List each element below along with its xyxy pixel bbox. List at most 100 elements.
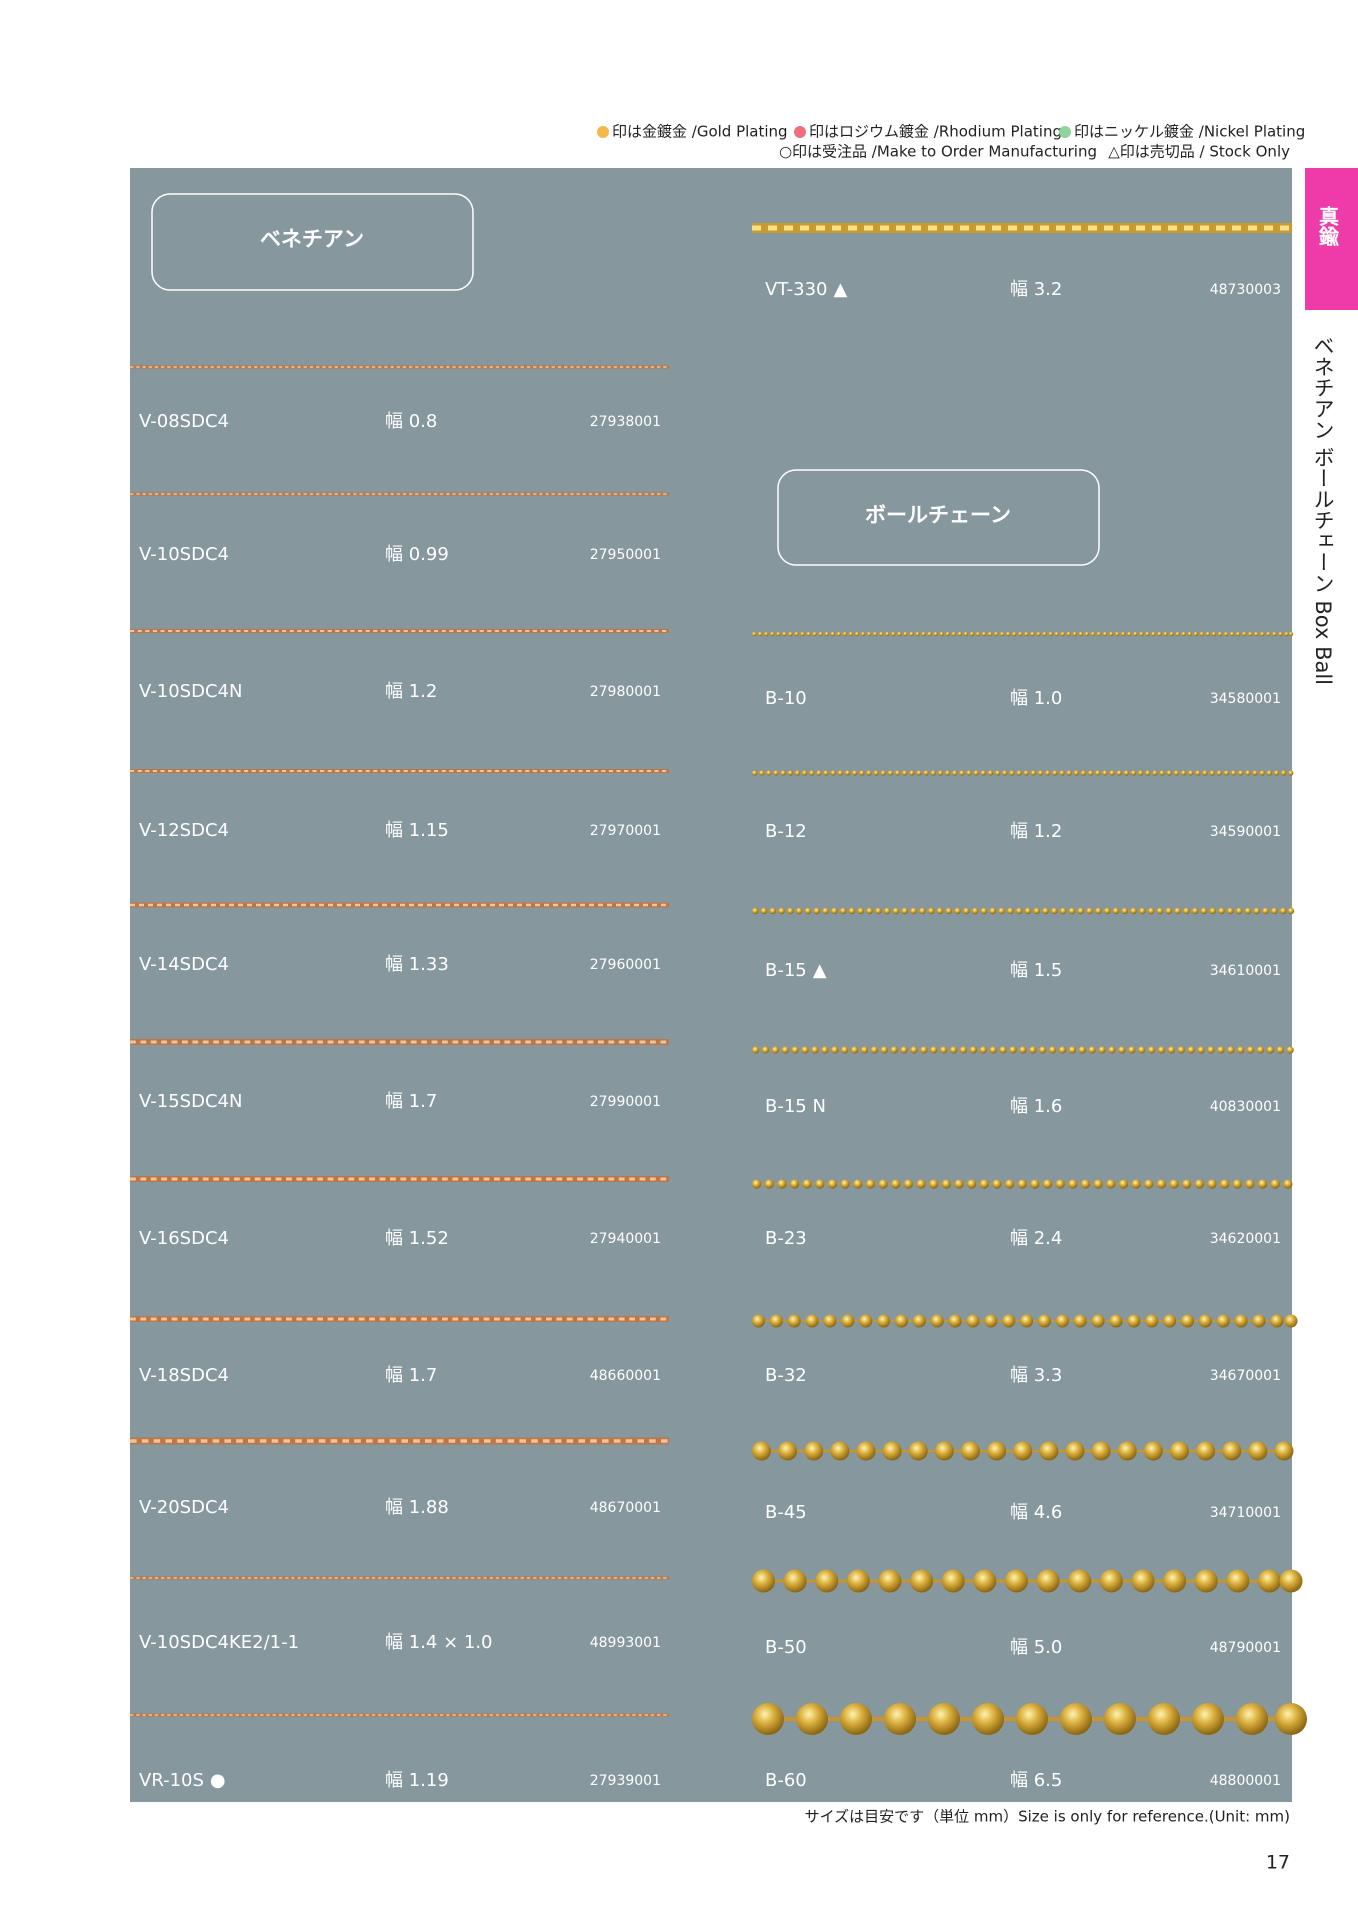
item-width: 幅 1.15 (385, 820, 449, 841)
item-width: 幅 1.33 (385, 954, 449, 975)
chain-image (130, 1316, 669, 1322)
item-code: B-23 (765, 1228, 807, 1249)
item-number: 48800001 (1210, 1773, 1281, 1789)
legend-gold: 印は金鍍金 /Gold Plating (612, 123, 788, 141)
heading-box (151, 193, 474, 291)
chain-image (752, 223, 1292, 233)
item-symbol: ● (210, 1770, 226, 1791)
item-number: 27940001 (590, 1231, 661, 1247)
item-width: 幅 1.0 (1010, 688, 1062, 709)
side-title: ベネチアン ボールチェーン Box Ball (1311, 335, 1335, 685)
item-width: 幅 2.4 (1010, 1228, 1062, 1249)
item-symbol: ▲ (813, 960, 827, 981)
item-code: V-18SDC4 (139, 1365, 229, 1386)
chain-image (130, 492, 669, 496)
item-number: 27970001 (590, 823, 661, 839)
item-code: VT-330 (765, 279, 828, 300)
chain-image (130, 1039, 669, 1045)
item-code: B-60 (765, 1770, 807, 1791)
side-tab (1305, 168, 1358, 310)
chain-image (752, 1179, 1293, 1189)
item-number: 27980001 (590, 684, 661, 700)
nickel-dot (1059, 126, 1071, 138)
legend-nickel: 印はニッケル鍍金 /Nickel Plating (1074, 123, 1305, 141)
item-width: 幅 1.5 (1010, 960, 1062, 981)
chain-image (130, 1576, 669, 1580)
item-width: 幅 0.99 (385, 544, 449, 565)
item-code: B-50 (765, 1637, 807, 1658)
item-code: B-15 (765, 960, 807, 981)
item-width: 幅 5.0 (1010, 1637, 1062, 1658)
chain-image (130, 1437, 669, 1445)
item-code: V-14SDC4 (139, 954, 229, 975)
gold-dot (597, 126, 609, 138)
chain-image (752, 1703, 1307, 1735)
page-number: 17 (1266, 1852, 1290, 1874)
legend-make-to-order: ○印は受注品 /Make to Order Manufacturing (779, 143, 1097, 161)
item-number: 34610001 (1210, 963, 1281, 979)
chain-image (130, 902, 669, 908)
item-width: 幅 1.4 × 1.0 (385, 1632, 493, 1653)
item-width: 幅 3.2 (1010, 279, 1062, 300)
chain-image (752, 631, 1294, 637)
chain-image (130, 769, 669, 773)
item-code: B-45 (765, 1502, 807, 1523)
item-symbol: ▲ (834, 279, 848, 300)
legend-stock-only: △印は売切品 / Stock Only (1108, 143, 1290, 161)
item-number: 40830001 (1210, 1099, 1281, 1115)
chain-image (130, 365, 669, 369)
item-code: V-16SDC4 (139, 1228, 229, 1249)
item-number: 27950001 (590, 547, 661, 563)
item-width: 幅 4.6 (1010, 1502, 1062, 1523)
item-number: 34620001 (1210, 1231, 1281, 1247)
chain-image (752, 1046, 1294, 1054)
item-number: 27960001 (590, 957, 661, 973)
item-number: 34580001 (1210, 691, 1281, 707)
section-heading: ボールチェーン (865, 503, 1011, 527)
item-width: 幅 1.2 (1010, 821, 1062, 842)
footer-note: サイズは目安です（単位 mm）Size is only for referenc… (805, 1808, 1290, 1826)
chain-image (130, 1176, 669, 1182)
item-width: 幅 6.5 (1010, 1770, 1062, 1791)
item-number: 27990001 (590, 1094, 661, 1110)
item-width: 幅 1.7 (385, 1365, 437, 1386)
chain-image (130, 629, 669, 633)
side-tab-label: 真鍮 (1316, 205, 1340, 246)
section-heading: ベネチアン (260, 227, 364, 251)
item-code: B-12 (765, 821, 807, 842)
item-code: VR-10S (139, 1770, 204, 1791)
chain-image (130, 1713, 669, 1717)
item-code: V-08SDC4 (139, 411, 229, 432)
legend-rhodium: 印はロジウム鍍金 /Rhodium Plating (809, 123, 1062, 141)
item-width: 幅 1.88 (385, 1497, 449, 1518)
item-number: 48993001 (590, 1635, 661, 1651)
item-number: 48730003 (1210, 282, 1281, 298)
chain-image (752, 1441, 1294, 1461)
item-width: 幅 1.6 (1010, 1096, 1062, 1117)
chain-image (752, 770, 1294, 776)
item-width: 幅 1.7 (385, 1091, 437, 1112)
item-number: 27938001 (590, 414, 661, 430)
item-number: 34670001 (1210, 1368, 1281, 1384)
item-number: 48660001 (590, 1368, 661, 1384)
item-code: V-15SDC4N (139, 1091, 242, 1112)
item-width: 幅 3.3 (1010, 1365, 1062, 1386)
item-code: B-10 (765, 688, 807, 709)
item-code: V-12SDC4 (139, 820, 229, 841)
panel (130, 168, 1292, 1802)
chain-image (752, 907, 1295, 915)
item-code: V-20SDC4 (139, 1497, 229, 1518)
item-code: V-10SDC4 (139, 544, 229, 565)
item-width: 幅 0.8 (385, 411, 437, 432)
item-number: 48790001 (1210, 1640, 1281, 1656)
item-number: 34590001 (1210, 824, 1281, 840)
item-code: V-10SDC4N (139, 681, 242, 702)
item-number: 48670001 (590, 1500, 661, 1516)
item-width: 幅 1.19 (385, 1770, 449, 1791)
item-code: B-15 N (765, 1096, 826, 1117)
item-number: 34710001 (1210, 1505, 1281, 1521)
rhodium-dot (794, 126, 806, 138)
